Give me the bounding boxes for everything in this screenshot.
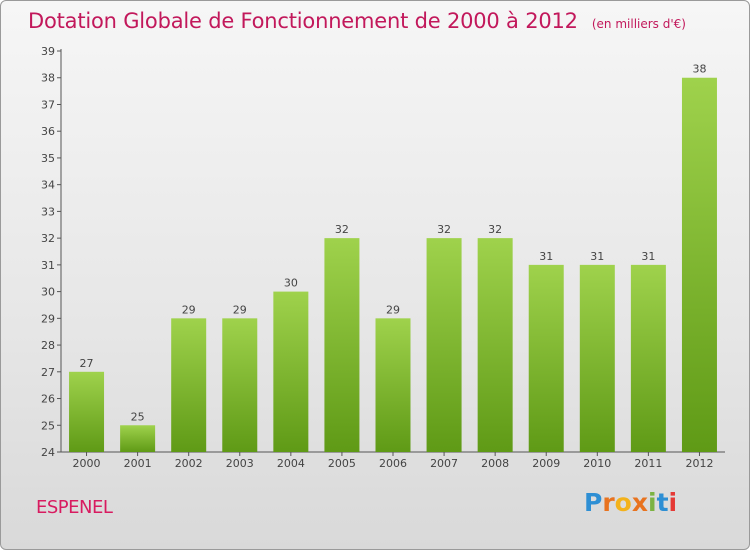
logo-letter: o — [614, 488, 632, 517]
commune-name: ESPENEL — [36, 497, 113, 518]
value-label: 31 — [590, 250, 604, 263]
x-tick-label: 2009 — [532, 457, 560, 470]
logo-letter: r — [602, 488, 615, 517]
logo-letter: x — [631, 488, 648, 517]
x-tick-label: 2008 — [481, 457, 509, 470]
x-tick-label: 2003 — [226, 457, 254, 470]
value-label: 31 — [539, 250, 553, 263]
bar-2010 — [579, 264, 615, 452]
y-tick-label: 34 — [41, 179, 55, 192]
chart-unit-note: (en milliers d'€) — [591, 17, 686, 31]
x-tick-label: 2006 — [379, 457, 407, 470]
x-tick-label: 2000 — [73, 457, 101, 470]
y-tick-label: 31 — [41, 259, 55, 272]
y-tick-label: 27 — [41, 366, 55, 379]
logo-letter: P — [584, 488, 603, 517]
bar-2009 — [528, 264, 564, 452]
y-tick-label: 30 — [41, 286, 55, 299]
value-label: 29 — [386, 303, 400, 316]
value-label: 29 — [233, 303, 247, 316]
chart-axes: 24 25 26 27 28 29 30 31 32 33 34 35 36 37 38 39 — [41, 45, 725, 459]
y-tick-label: 35 — [41, 152, 55, 165]
y-tick-label: 32 — [41, 232, 55, 245]
bar-2001 — [120, 425, 156, 452]
logo-letter: i — [648, 488, 657, 517]
x-tick-label: 2005 — [328, 457, 356, 470]
y-tick-label: 25 — [41, 419, 55, 432]
chart-title-text: Dotation Globale de Fonctionnement de 20… — [28, 9, 578, 33]
x-tick-label: 2011 — [634, 457, 662, 470]
chart-title: Dotation Globale de Fonctionnement de 20… — [28, 9, 686, 33]
value-label: 38 — [692, 63, 706, 76]
x-tick-label: 2004 — [277, 457, 305, 470]
bar-2006 — [375, 318, 411, 452]
chart-labels: 2000 27 2001 25 2002 29 2003 29 2004 30 2005 32 2006… — [73, 63, 714, 470]
x-tick-label: 2001 — [124, 457, 152, 470]
bar-2005 — [324, 238, 360, 452]
bar-2004 — [273, 291, 309, 452]
y-tick-label: 28 — [41, 339, 55, 352]
value-label: 32 — [437, 223, 451, 236]
logo-letter: i — [668, 488, 678, 517]
y-tick-label: 36 — [41, 125, 55, 138]
value-label: 32 — [335, 223, 349, 236]
bar-2011 — [630, 264, 666, 452]
bar-2000 — [69, 371, 105, 452]
value-label: 32 — [488, 223, 502, 236]
logo-letter: t — [656, 488, 669, 517]
bar-2012 — [681, 77, 717, 452]
y-tick-label: 24 — [41, 446, 55, 459]
value-label: 31 — [641, 250, 655, 263]
y-tick-label: 29 — [41, 312, 55, 325]
bar-2007 — [426, 238, 462, 452]
y-tick-label: 39 — [41, 45, 55, 58]
bar-2008 — [477, 238, 513, 452]
y-tick-label: 33 — [41, 205, 55, 218]
chart-bars — [69, 77, 717, 452]
x-tick-label: 2010 — [583, 457, 611, 470]
x-tick-label: 2002 — [175, 457, 203, 470]
proxiti-logo: Proxiti — [584, 488, 677, 517]
value-label: 30 — [284, 277, 298, 290]
x-tick-label: 2007 — [430, 457, 458, 470]
y-tick-label: 38 — [41, 72, 55, 85]
bar-2002 — [171, 318, 207, 452]
bar-2003 — [222, 318, 258, 452]
y-tick-label: 37 — [41, 98, 55, 111]
value-label: 27 — [80, 357, 94, 370]
y-tick-label: 26 — [41, 393, 55, 406]
x-tick-label: 2012 — [685, 457, 713, 470]
value-label: 29 — [182, 303, 196, 316]
value-label: 25 — [131, 410, 145, 423]
